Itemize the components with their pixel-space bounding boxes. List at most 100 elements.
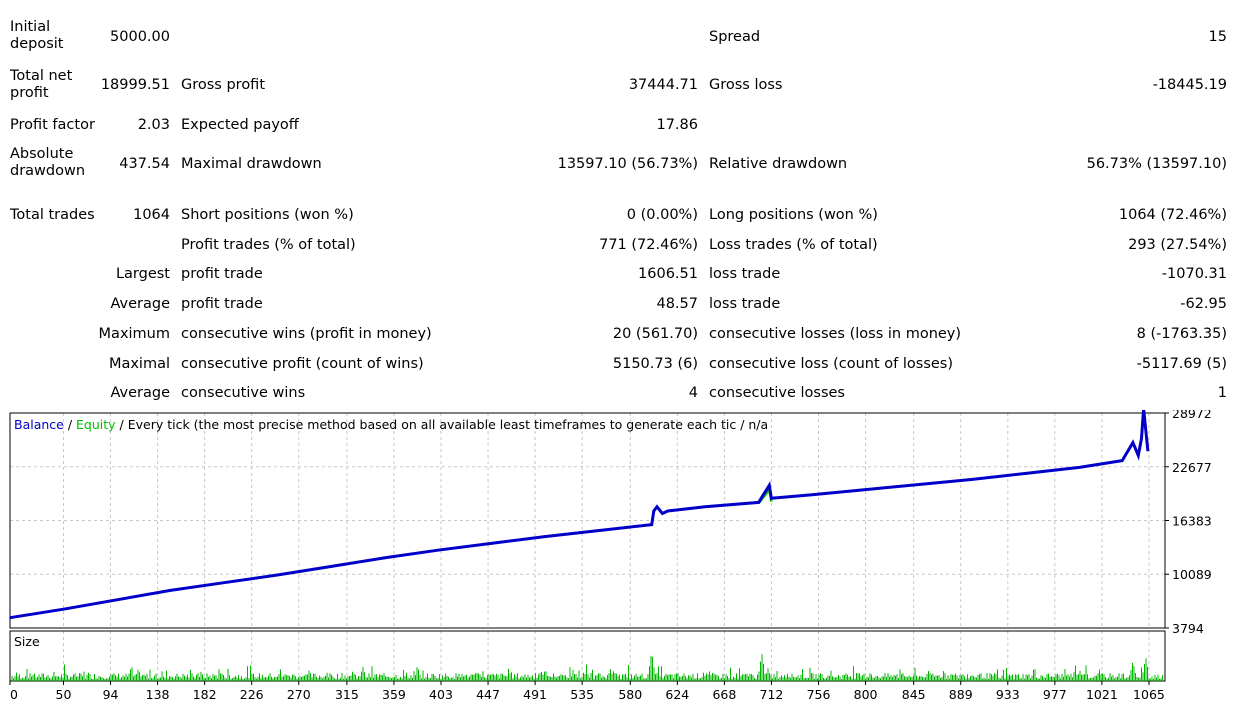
y-axis-ticks: 28972 22677 16383 10089 3794 xyxy=(1165,406,1212,636)
x-tick-label: 50 xyxy=(56,687,72,702)
average-loss-value: -62.95 xyxy=(1180,296,1227,312)
short-positions-value: 0 (0.00%) xyxy=(626,207,698,223)
maximum-loss-value: 8 (-1763.35) xyxy=(1136,326,1227,342)
maximal-loss-value: -5117.69 (5) xyxy=(1136,356,1227,372)
x-tick-label: 668 xyxy=(712,687,736,702)
x-tick-label: 977 xyxy=(1043,687,1067,702)
largest-profit-value: 1606.51 xyxy=(638,266,698,282)
x-tick-label: 138 xyxy=(146,687,170,702)
maximal-prefix: Maximal xyxy=(108,356,170,372)
x-tick-label: 845 xyxy=(902,687,926,702)
legend-balance: Balance xyxy=(14,417,64,432)
absolute-drawdown-value: 437.54 xyxy=(119,156,170,172)
x-tick-label: 535 xyxy=(570,687,594,702)
x-tick-label: 94 xyxy=(103,687,119,702)
loss-trades-label: Loss trades (% of total) xyxy=(709,237,878,253)
maximal-loss-label: consecutive loss (count of losses) xyxy=(709,356,954,372)
total-net-profit-label: Total net profit xyxy=(10,68,73,101)
chart-legend: Balance / Equity / Every tick (the most … xyxy=(14,417,768,432)
average-profit-label: profit trade xyxy=(181,296,263,312)
average-profit-value: 48.57 xyxy=(656,296,698,312)
spread-label: Spread xyxy=(709,29,761,45)
maximal-drawdown-value: 13597.10 (56.73%) xyxy=(557,156,698,172)
profit-trades-label: Profit trades (% of total) xyxy=(181,237,356,253)
average-consecutive-losses-label: consecutive losses xyxy=(709,385,845,401)
legend-separator: / xyxy=(64,417,76,432)
x-tick-label: 226 xyxy=(240,687,264,702)
average-consecutive-losses-value: 1 xyxy=(1217,385,1227,401)
total-trades-label: Total trades xyxy=(10,207,95,223)
maximal-drawdown-label: Maximal drawdown xyxy=(181,156,322,172)
x-tick-label: 1065 xyxy=(1133,687,1165,702)
maximal-profit-label: consecutive profit (count of wins) xyxy=(181,356,424,372)
gross-loss-value: -18445.19 xyxy=(1152,77,1227,93)
short-positions-label: Short positions (won %) xyxy=(181,207,354,223)
profit-factor-value: 2.03 xyxy=(137,117,170,133)
legend-description: / Every tick (the most precise method ba… xyxy=(116,417,769,432)
maximum-prefix: Maximum xyxy=(98,326,170,342)
average-consecutive-prefix: Average xyxy=(110,385,170,401)
relative-drawdown-value: 56.73% (13597.10) xyxy=(1086,156,1227,172)
y-tick-label: 3794 xyxy=(1172,621,1204,636)
size-bars xyxy=(11,654,1163,681)
size-label: Size xyxy=(14,634,40,649)
x-tick-label: 403 xyxy=(429,687,453,702)
x-axis-ticks: 0 50 94 138 182 226 270 315 359 403 447 491 535 580 62… xyxy=(9,681,1165,702)
y-tick-label: 28972 xyxy=(1172,410,1212,421)
x-tick-label: 712 xyxy=(760,687,784,702)
x-tick-label: 182 xyxy=(193,687,217,702)
y-tick-label: 22677 xyxy=(1172,460,1212,475)
maximum-profit-label: consecutive wins (profit in money) xyxy=(181,326,432,342)
long-positions-label: Long positions (won %) xyxy=(709,207,878,223)
x-tick-label: 933 xyxy=(996,687,1020,702)
x-tick-label: 580 xyxy=(618,687,642,702)
profit-trades-value: 771 (72.46%) xyxy=(599,237,698,253)
x-tick-label: 447 xyxy=(476,687,500,702)
y-tick-label: 16383 xyxy=(1172,514,1212,529)
long-positions-value: 1064 (72.46%) xyxy=(1118,207,1227,223)
largest-prefix: Largest xyxy=(115,266,170,282)
balance-line xyxy=(9,408,1150,620)
total-net-profit-value: 18999.51 xyxy=(100,77,170,93)
expected-payoff-label: Expected payoff xyxy=(181,117,299,133)
x-tick-label: 359 xyxy=(382,687,406,702)
x-tick-label: 889 xyxy=(949,687,973,702)
size-plot-frame xyxy=(9,630,1166,682)
loss-trades-value: 293 (27.54%) xyxy=(1128,237,1227,253)
gross-profit-value: 37444.71 xyxy=(628,77,698,93)
x-tick-label: 1021 xyxy=(1086,687,1118,702)
x-tick-label: 315 xyxy=(335,687,359,702)
largest-loss-value: -1070.31 xyxy=(1161,266,1227,282)
x-tick-label: 800 xyxy=(854,687,878,702)
maximum-loss-label: consecutive losses (loss in money) xyxy=(709,326,962,342)
average-prefix: Average xyxy=(110,296,170,312)
maximum-profit-value: 20 (561.70) xyxy=(612,326,698,342)
legend-equity: Equity xyxy=(76,417,116,432)
average-consecutive-wins-value: 4 xyxy=(688,385,698,401)
x-tick-label: 756 xyxy=(807,687,831,702)
gross-profit-label: Gross profit xyxy=(181,77,266,93)
y-tick-label: 10089 xyxy=(1172,567,1212,582)
x-tick-label: 0 xyxy=(10,687,18,702)
size-bar-series xyxy=(11,654,1163,681)
absolute-drawdown-label: Absolute drawdown xyxy=(10,146,86,179)
total-trades-value: 1064 xyxy=(133,207,170,223)
largest-profit-label: profit trade xyxy=(181,266,263,282)
profit-factor-label: Profit factor xyxy=(10,117,95,133)
relative-drawdown-label: Relative drawdown xyxy=(709,156,848,172)
x-tick-label: 624 xyxy=(665,687,689,702)
maximal-profit-value: 5150.73 (6) xyxy=(612,356,698,372)
largest-loss-label: loss trade xyxy=(709,266,781,282)
average-consecutive-wins-label: consecutive wins xyxy=(181,385,306,401)
expected-payoff-value: 17.86 xyxy=(656,117,698,133)
gross-loss-label: Gross loss xyxy=(709,77,783,93)
balance-equity-chart: 28972 22677 16383 10089 3794 0 50 94 138 182 226 2… xyxy=(0,406,1255,713)
chart-grid xyxy=(10,412,1165,681)
initial-deposit-value: 5000.00 xyxy=(110,29,170,45)
spread-value: 15 xyxy=(1208,29,1227,45)
x-tick-label: 270 xyxy=(287,687,311,702)
x-tick-label: 491 xyxy=(523,687,547,702)
initial-deposit-label: Initial deposit xyxy=(10,19,64,52)
average-loss-label: loss trade xyxy=(709,296,781,312)
chart-svg: 28972 22677 16383 10089 3794 0 50 94 138 182 226 2… xyxy=(9,406,1212,702)
